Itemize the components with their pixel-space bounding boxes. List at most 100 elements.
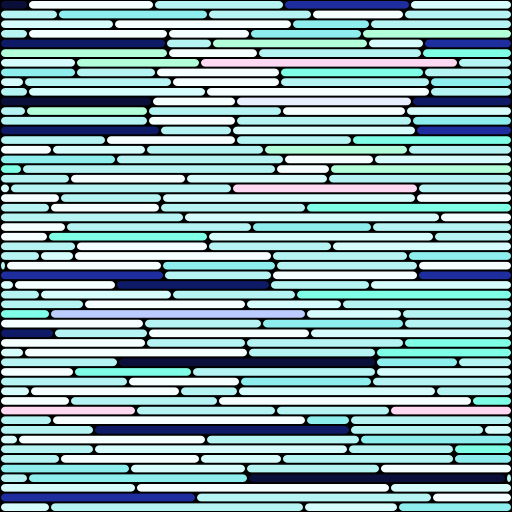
stripe-bar-cyan (292, 19, 370, 29)
stripe-bar-pink (232, 183, 418, 194)
stripe-bar-pale-cyan (410, 0, 512, 10)
stripe-bar-aqua (0, 309, 50, 319)
stripe-bar-navy (412, 96, 512, 107)
stripe-bar-light-cyan (0, 202, 50, 213)
stripe-bar-light-cyan (146, 338, 246, 348)
stripe-bar-cyan (28, 473, 248, 484)
stripe-bar-white (50, 202, 160, 213)
stripe-bar-pale-cyan (186, 173, 328, 184)
stripe-bar-light-cyan (154, 0, 284, 10)
stripe-bar-light-cyan (418, 183, 512, 194)
stripe-bar-light-cyan (0, 357, 118, 368)
stripe-bar-cyan (162, 260, 276, 271)
stripe-bar-aqua (422, 48, 512, 58)
stripe-bar-cyan (0, 67, 76, 78)
stripe-bar-pale-cyan (0, 19, 114, 29)
stripe-bar-light-cyan (506, 473, 512, 484)
stripe-bar-light-cyan (436, 386, 512, 397)
stripe-bar-light-cyan (370, 19, 512, 29)
stripe-bar-navy (0, 125, 160, 136)
stripe-bar-light-cyan (404, 318, 512, 329)
stripe-bar-light-cyan (66, 222, 252, 232)
stripe-bar-royal-blue (284, 0, 410, 10)
stripe-bar-white (128, 376, 240, 387)
stripe-bar-white (114, 19, 292, 29)
stripe-bar-mint (0, 48, 168, 58)
stripe-bar-pale-cyan (208, 231, 434, 242)
stripe-bar-light-cyan (196, 492, 432, 503)
stripe-bar-midnight (0, 0, 28, 10)
stripe-bar-cyan (0, 463, 130, 474)
stripe-bar-light-cyan (402, 309, 512, 319)
stripe-bar-white (84, 299, 246, 310)
stripe-bar-pale-cyan (0, 386, 30, 397)
stripe-bar-light-cyan (342, 299, 512, 310)
stripe-bar-cyan (0, 154, 116, 165)
stripe-bar-white (0, 338, 146, 348)
stripe-bar-light-cyan (0, 299, 84, 310)
stripe-bar-white (312, 9, 404, 20)
stripe-bar-mint (362, 28, 512, 39)
stripe-bar-pale-cyan (0, 434, 18, 445)
stripe-bar-navy (94, 425, 350, 435)
stripe-bar-pale-cyan (52, 144, 146, 155)
stripe-bar-cyan (408, 251, 512, 261)
stripe-bar-light-cyan (0, 251, 40, 261)
stripe-bar-pale-cyan (390, 483, 512, 493)
stripe-bar-light-cyan (404, 9, 512, 20)
stripe-bar-pale-cyan (130, 463, 246, 474)
stripe-bar-light-cyan (10, 183, 232, 194)
stripe-bar-midnight (248, 473, 506, 484)
stripe-bar-white (416, 193, 512, 203)
stripe-bar-cyan (376, 357, 458, 368)
stripe-bar-light-cyan (50, 502, 304, 512)
stripe-bar-cyan (240, 376, 372, 387)
stripe-bar-light-cyan (0, 115, 148, 126)
stripe-bar-light-cyan (70, 396, 218, 406)
stripe-bar-light-cyan (76, 67, 156, 78)
stripe-bar-white (432, 492, 512, 503)
stripe-bar-light-cyan (0, 9, 58, 20)
stripe-bar-pale-cyan (0, 77, 24, 87)
stripe-bar-pale-cyan (28, 86, 206, 97)
stripe-bar-white (0, 144, 52, 155)
stripe-bar-navy (116, 280, 270, 290)
stripe-bar-light-cyan (350, 425, 484, 435)
stripe-bar-light-cyan (272, 251, 408, 261)
stripe-bar-pale-cyan (306, 309, 402, 319)
stripe-bar-royal-blue (0, 492, 196, 503)
stripe-bar-light-cyan (0, 135, 106, 145)
stripe-bar-cyan (252, 222, 372, 232)
stripe-bar-pale-cyan (310, 328, 512, 339)
stripe-bar-light-cyan (0, 106, 26, 116)
stripe-bar-royal-blue (0, 270, 164, 281)
stripe-bar-cyan (454, 454, 512, 464)
stripe-bar-light-cyan (0, 454, 60, 464)
stripe-bar-white (148, 328, 310, 339)
stripe-bar-periwinkle (50, 309, 306, 319)
stripe-bar-white (18, 434, 206, 445)
stripe-bar-white (6, 260, 162, 271)
stripe-bar-light-cyan (372, 376, 512, 387)
stripe-bar-light-cyan (148, 106, 282, 116)
stripe-bar-pale-cyan (184, 212, 440, 223)
stripe-bar-pink (390, 405, 512, 416)
stripe-bar-white (172, 77, 280, 87)
stripe-bar-aqua (74, 367, 192, 377)
stripe-bar-light-cyan (372, 222, 512, 232)
stripe-bar-white (60, 454, 200, 464)
stripe-bar-light-cyan (208, 241, 332, 252)
stripe-bar-aqua (472, 396, 512, 406)
stripe-bar-light-cyan (192, 367, 376, 377)
stripe-bar-light-cyan (424, 67, 512, 78)
stripe-bar-pale-cyan (94, 444, 348, 455)
stripe-bar-mint (26, 106, 148, 116)
stripe-bar-mint (212, 38, 368, 49)
stripe-bar-light-cyan (166, 38, 212, 49)
stripe-bar-light-cyan (136, 405, 276, 416)
stripe-bar-light-cyan (160, 125, 232, 136)
stripe-bar-aqua (296, 289, 512, 300)
stripe-bar-cyan (306, 415, 350, 426)
stripe-bar-light-cyan (22, 164, 276, 174)
